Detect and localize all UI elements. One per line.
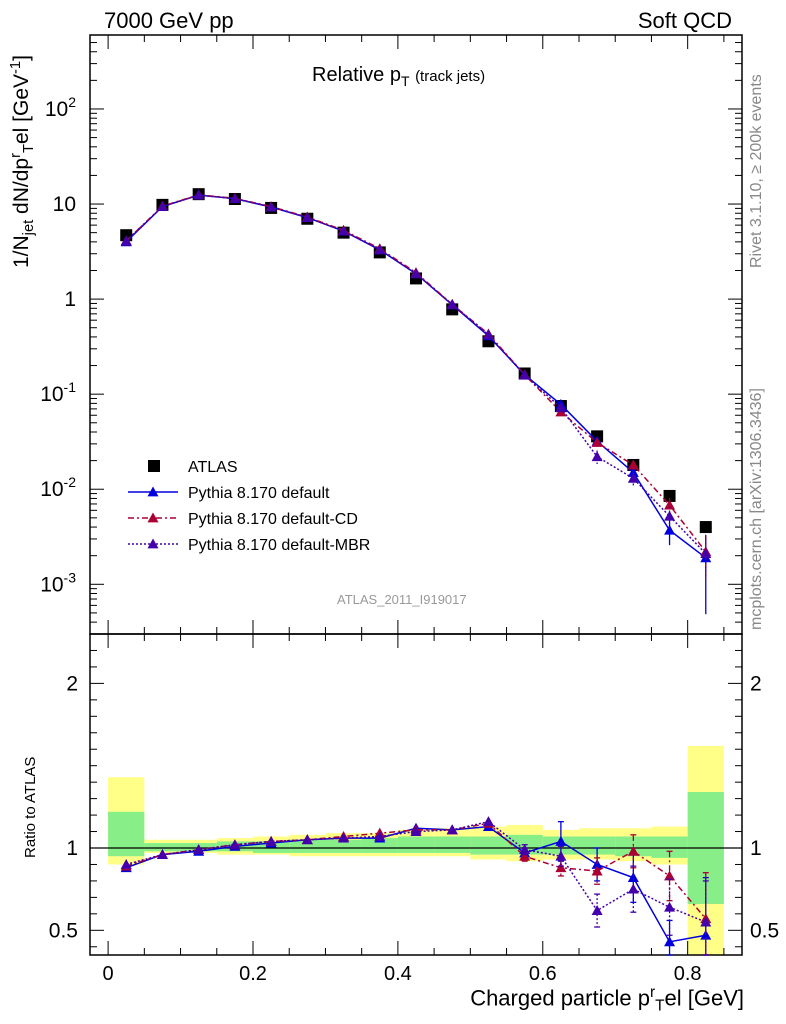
ratio-marker-1-13 [591, 858, 603, 869]
r-tick-label-l-1: 1 [66, 837, 78, 860]
analysis-id: ATLAS_2011_I919017 [337, 592, 467, 607]
legend: ATLAS Pythia 8.170 default Pythia 8.170 de… [128, 459, 370, 554]
y-tick-label-0: 10-3 [40, 569, 76, 596]
ratio-marker-2-11 [519, 850, 531, 861]
band-inner-15 [651, 836, 688, 858]
main-marker-3-0 [120, 235, 132, 246]
ratio-marker-3-4 [265, 835, 277, 846]
ratio-marker-3-14 [627, 883, 639, 894]
ratio-marker-3-0 [120, 858, 132, 869]
legend-label-2: Pythia 8.170 default-CD [188, 511, 358, 528]
legend-label-0: ATLAS [188, 459, 238, 476]
legend-label-3: Pythia 8.170 default-MBR [188, 537, 370, 554]
ratio-marker-3-10 [482, 816, 494, 827]
ratio-marker-2-15 [664, 870, 676, 881]
ratio-marker-3-6 [338, 832, 350, 843]
main-line-1 [125, 194, 707, 559]
main-marker-3-1 [156, 201, 168, 211]
header-right: Soft QCD [637, 8, 732, 33]
legend-marker-2 [147, 512, 159, 523]
main-series [120, 188, 712, 615]
rivet-label: Rivet 3.1.10, ≥ 200k events [748, 74, 765, 268]
main-marker-2-15 [664, 499, 676, 510]
main-marker-3-5 [301, 212, 313, 223]
r-tick-label-r-0: 0.5 [750, 919, 779, 942]
legend-marker-1 [147, 486, 159, 497]
band-inner-13 [579, 836, 616, 855]
ratio-marker-1-12 [555, 835, 567, 846]
ratio-marker-3-16 [700, 916, 712, 927]
y-tick-label-3: 1 [64, 288, 76, 311]
main-marker-3-10 [482, 329, 494, 340]
main-marker-3-8 [410, 268, 422, 279]
band-inner-9 [434, 836, 471, 853]
x-tick-label-3: 0.6 [529, 963, 557, 985]
ratio-panel [89, 633, 743, 956]
ratio-marker-3-8 [410, 826, 422, 836]
band-inner-0 [108, 811, 145, 857]
r-tick-label-r-1: 1 [750, 837, 762, 860]
ratio-uncertainty-bands [108, 745, 724, 955]
atlas-point-15 [663, 489, 676, 502]
x-tick-label-2: 0.4 [384, 963, 412, 985]
x-axis-title: Charged particle prTel [GeV] [470, 984, 744, 1015]
ratio-series [120, 816, 712, 956]
x-tick-label-4: 0.8 [674, 963, 702, 985]
ratio-marker-1-15 [664, 936, 676, 947]
legend-label-1: Pythia 8.170 default [188, 485, 330, 502]
ratio-marker-3-12 [555, 850, 567, 861]
ratio-axis-title: Ratio to ATLAS [22, 756, 39, 858]
r-tick-label-r-2: 2 [750, 672, 762, 695]
mcplots-label: mcplots.cern.ch [arXiv:1306.3436] [748, 388, 765, 630]
main-marker-3-7 [374, 244, 386, 255]
x-tick-label-0: 0 [103, 963, 114, 985]
ratio-marker-3-2 [193, 844, 205, 855]
r-tick-label-l-0: 0.5 [49, 919, 78, 942]
main-marker-3-16 [700, 548, 712, 559]
main-marker-3-2 [193, 189, 205, 200]
axis-ticks: 0 0.2 0.4 0.6 0.8 10-3 10-2 10-1 1 10 102 0.5 0.5 1 1 2… [40, 34, 779, 985]
y-tick-label-2: 10-1 [40, 379, 76, 406]
atlas-point-16 [699, 521, 712, 534]
ratio-line-2 [125, 822, 707, 920]
ratio-marker-3-11 [519, 844, 531, 855]
main-marker-3-4 [265, 201, 277, 212]
x-tick-label-1: 0.2 [239, 963, 267, 985]
band-inner-8 [397, 836, 435, 853]
main-marker-3-6 [338, 225, 350, 236]
band-inner-1 [144, 843, 181, 852]
ratio-marker-3-7 [374, 830, 386, 841]
legend-marker-0 [148, 460, 160, 472]
band-inner-7 [361, 838, 398, 853]
ratio-marker-3-9 [446, 824, 458, 835]
ratio-marker-3-5 [301, 834, 313, 845]
ratio-marker-3-1 [156, 849, 168, 859]
band-inner-5 [289, 839, 326, 853]
y-axis-title: 1/Njet dN/dprTel [GeV-1] [8, 55, 38, 268]
main-marker-3-9 [446, 298, 458, 309]
band-inner-10 [470, 836, 507, 855]
plot-title: Relative pT (track jets) [312, 64, 486, 89]
r-tick-label-l-2: 2 [66, 672, 78, 695]
y-tick-label-5: 102 [45, 94, 76, 121]
ratio-marker-3-13 [591, 905, 603, 915]
ratio-marker-3-3 [229, 839, 241, 850]
ratio-marker-2-14 [627, 845, 639, 856]
ratio-marker-3-15 [664, 901, 676, 912]
ratio-marker-2-12 [555, 862, 567, 873]
main-marker-3-14 [627, 472, 639, 483]
y-tick-label-4: 10 [53, 193, 76, 216]
ratio-marker-1-14 [627, 872, 639, 883]
ratio-marker-2-13 [591, 865, 603, 876]
header-left: 7000 GeV pp [104, 8, 234, 33]
legend-marker-3 [147, 538, 159, 549]
main-marker-3-3 [229, 193, 241, 204]
y-tick-label-1: 10-2 [40, 474, 76, 501]
band-inner-6 [325, 839, 362, 853]
